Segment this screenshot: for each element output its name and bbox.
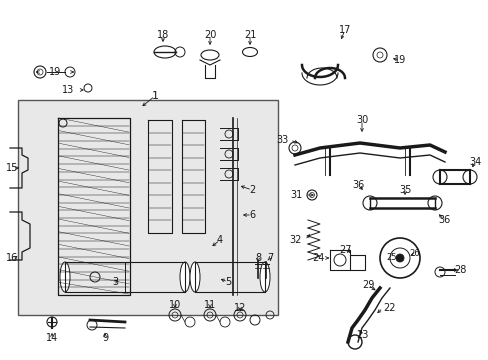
Ellipse shape [154, 46, 176, 58]
Text: 24: 24 [311, 253, 324, 263]
Text: 1: 1 [151, 91, 158, 101]
Text: 17: 17 [338, 25, 350, 35]
Text: 22: 22 [383, 303, 395, 313]
Ellipse shape [60, 262, 70, 292]
Text: 5: 5 [224, 277, 231, 287]
Text: 20: 20 [203, 30, 216, 40]
Text: 36: 36 [351, 180, 364, 190]
Text: 11: 11 [203, 300, 216, 310]
Text: 8: 8 [254, 253, 261, 263]
Text: 7: 7 [266, 253, 273, 263]
Text: 2: 2 [248, 185, 255, 195]
Text: 19: 19 [393, 55, 406, 65]
Bar [18, 100, 278, 315]
Text: 34: 34 [468, 157, 480, 167]
Text: 23: 23 [355, 330, 367, 340]
Text: 10: 10 [168, 300, 181, 310]
Text: 13: 13 [62, 85, 74, 95]
Text: 35: 35 [398, 185, 410, 195]
Text: 32: 32 [289, 235, 302, 245]
Text: 19: 19 [49, 67, 61, 77]
Text: 25: 25 [386, 253, 396, 262]
Text: 28: 28 [453, 265, 465, 275]
Text: 6: 6 [248, 210, 255, 220]
Text: 26: 26 [409, 249, 420, 258]
Text: 30: 30 [355, 115, 367, 125]
Ellipse shape [190, 262, 200, 292]
Text: 12: 12 [233, 303, 245, 313]
Text: 16: 16 [6, 253, 18, 263]
Text: 3: 3 [112, 277, 118, 287]
Text: 29: 29 [361, 280, 373, 290]
Text: 14: 14 [46, 333, 58, 343]
Text: 21: 21 [244, 30, 256, 40]
Circle shape [395, 254, 403, 262]
Ellipse shape [201, 50, 219, 60]
Text: 27: 27 [338, 245, 350, 255]
Text: 18: 18 [157, 30, 169, 40]
Ellipse shape [260, 262, 269, 292]
Text: 31: 31 [289, 190, 302, 200]
Text: 4: 4 [217, 235, 223, 245]
Text: 9: 9 [102, 333, 108, 343]
Text: 33: 33 [275, 135, 287, 145]
Ellipse shape [180, 262, 190, 292]
Ellipse shape [242, 48, 257, 57]
Text: 15: 15 [6, 163, 19, 173]
Text: 36: 36 [437, 215, 449, 225]
